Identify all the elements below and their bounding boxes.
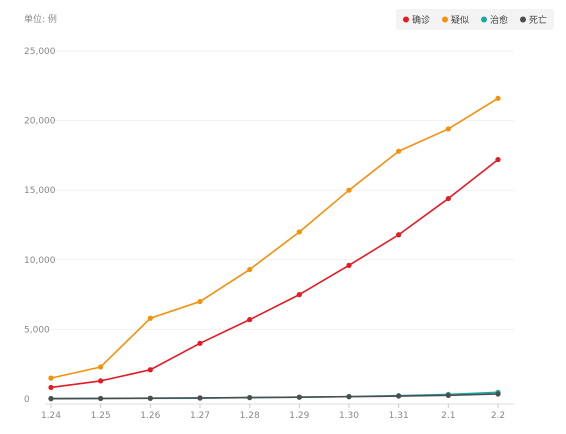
legend-label[interactable]: 确诊 xyxy=(412,14,430,26)
data-point-疑似[interactable] xyxy=(445,126,451,132)
grid-lines xyxy=(45,50,514,330)
data-point-确诊[interactable] xyxy=(396,232,402,238)
data-point-确诊[interactable] xyxy=(147,367,153,373)
data-point-确诊[interactable] xyxy=(48,384,54,391)
series-layer xyxy=(48,95,501,402)
legend: 确诊 疑似 治愈 死亡 xyxy=(396,9,554,30)
data-point-死亡[interactable] xyxy=(247,394,253,401)
data-point-疑似[interactable] xyxy=(147,315,153,321)
legend-marker xyxy=(442,16,448,23)
y-tick-label: 20,000 xyxy=(24,117,56,127)
legend-marker xyxy=(403,16,409,23)
data-point-死亡[interactable] xyxy=(445,392,451,398)
data-point-确诊[interactable] xyxy=(346,262,352,268)
data-point-死亡[interactable] xyxy=(48,396,54,402)
data-point-疑似[interactable] xyxy=(48,375,54,381)
unit-label: 单位: 例 xyxy=(24,13,57,25)
data-point-确诊[interactable] xyxy=(197,340,203,346)
data-point-确诊[interactable] xyxy=(296,292,302,298)
x-tick-label: 1.29 xyxy=(289,411,309,421)
data-point-疑似[interactable] xyxy=(495,95,501,101)
series-line-疑似 xyxy=(50,97,499,379)
data-point-死亡[interactable] xyxy=(147,395,153,401)
data-point-死亡[interactable] xyxy=(495,391,501,397)
x-tick-label: 1.30 xyxy=(339,411,359,421)
legend-label[interactable]: 治愈 xyxy=(490,14,508,26)
x-tick-label: 2.2 xyxy=(491,411,505,421)
data-point-确诊[interactable] xyxy=(98,378,104,384)
legend-label[interactable]: 疑似 xyxy=(451,15,469,26)
x-tick-label: 1.28 xyxy=(240,411,260,421)
x-tick-label: 1.24 xyxy=(41,411,61,421)
data-point-疑似[interactable] xyxy=(197,298,203,305)
series-line-确诊 xyxy=(50,158,499,389)
series-line-死亡 xyxy=(50,393,499,400)
data-point-死亡[interactable] xyxy=(346,394,352,400)
data-point-确诊[interactable] xyxy=(445,195,451,202)
x-axis: 1.24 1.25 1.26 1.27 1.28 1.29 1.30 1.31 2.1 2.2 xyxy=(41,403,514,421)
y-tick-label: 15,000 xyxy=(24,186,56,196)
data-point-死亡[interactable] xyxy=(98,395,104,402)
data-point-疑似[interactable] xyxy=(396,148,402,154)
x-tick-label: 1.31 xyxy=(389,411,409,421)
legend-marker xyxy=(520,16,526,23)
x-tick-label: 1.26 xyxy=(140,411,160,421)
data-point-确诊[interactable] xyxy=(495,156,501,163)
x-tick-label: 2.1 xyxy=(441,411,455,421)
y-axis: 0 5,000 10,000 15,000 20,000 25,000 xyxy=(24,47,56,405)
data-point-死亡[interactable] xyxy=(296,394,302,400)
data-point-疑似[interactable] xyxy=(346,187,352,193)
x-tick-label: 1.27 xyxy=(190,411,210,421)
y-tick-label: 0 xyxy=(24,395,30,405)
x-tick-label: 1.25 xyxy=(91,411,111,421)
y-tick-label: 25,000 xyxy=(24,47,56,57)
data-point-疑似[interactable] xyxy=(247,266,253,273)
legend-background xyxy=(396,9,554,30)
data-point-死亡[interactable] xyxy=(197,395,203,401)
data-point-疑似[interactable] xyxy=(296,229,302,235)
data-point-确诊[interactable] xyxy=(247,317,253,323)
legend-marker xyxy=(481,16,487,23)
y-tick-label: 5,000 xyxy=(24,325,50,335)
data-point-疑似[interactable] xyxy=(98,364,104,370)
y-tick-label: 10,000 xyxy=(24,256,56,266)
legend-label[interactable]: 死亡 xyxy=(529,14,547,26)
data-point-死亡[interactable] xyxy=(396,393,402,399)
